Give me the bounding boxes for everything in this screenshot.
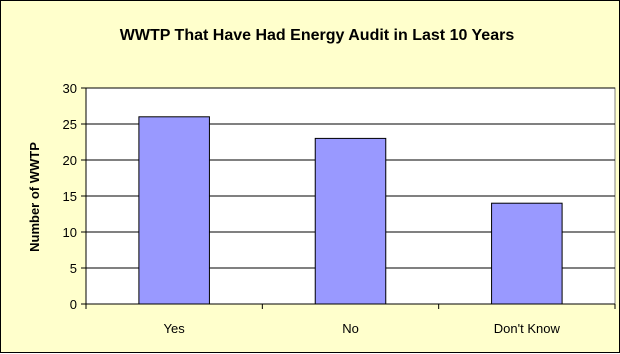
x-tick-label: Yes: [164, 321, 186, 336]
y-tick-label: 10: [63, 225, 77, 240]
chart-title: WWTP That Have Had Energy Audit in Last …: [120, 27, 515, 44]
x-tick-label: Don't Know: [494, 321, 561, 336]
bar-don-t-know: [491, 202, 563, 305]
bar-yes: [138, 116, 210, 305]
y-tick-label: 15: [63, 189, 77, 204]
y-tick-label: 5: [70, 261, 77, 276]
y-tick-label: 25: [63, 117, 77, 132]
y-axis-label: Number of WWTP: [27, 142, 42, 252]
x-tick-label: No: [342, 321, 359, 336]
y-tick-label: 0: [70, 297, 77, 312]
plot-area: 0 5 10 15 20 25 30 Yes No Don't Know: [63, 81, 616, 336]
y-tick-label: 30: [63, 81, 77, 96]
y-tick-label: 20: [63, 153, 77, 168]
bar-no: [314, 137, 387, 305]
